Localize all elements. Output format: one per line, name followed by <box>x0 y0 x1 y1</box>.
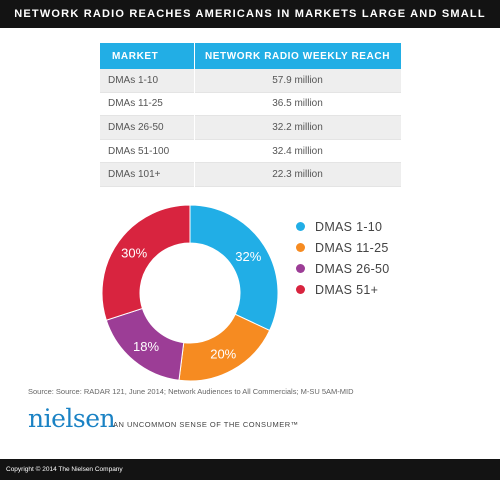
table-row: DMAs 11-25 36.5 million <box>100 93 401 117</box>
market-cell: DMAs 51-100 <box>108 145 170 157</box>
table-row: DMAs 51-100 32.4 million <box>100 140 401 164</box>
reach-cell: 36.5 million <box>272 98 323 110</box>
reach-cell: 22.3 million <box>272 169 323 181</box>
legend-item: DMAS 11-25 <box>296 237 390 258</box>
donut-slice <box>101 204 191 321</box>
legend-label: DMAS 11-25 <box>315 240 389 255</box>
donut-chart: 32% 20% 18% 30% <box>101 204 279 382</box>
slice-label: 32% <box>235 249 261 264</box>
slice-label: 30% <box>121 245 147 260</box>
copyright-text: Copyright © 2014 The Nielsen Company <box>6 466 123 473</box>
market-column-header: MARKET <box>112 50 159 62</box>
footer-bar: Copyright © 2014 The Nielsen Company <box>0 459 500 480</box>
legend-item: DMAS 51+ <box>296 279 390 300</box>
table-row: DMAs 101+ 22.3 million <box>100 163 401 187</box>
table-row: DMAs 26-50 32.2 million <box>100 116 401 140</box>
slice-label: 20% <box>210 346 236 361</box>
market-cell: DMAs 26-50 <box>108 121 164 133</box>
reach-cell: 32.4 million <box>272 145 323 157</box>
column-divider <box>194 43 195 187</box>
market-cell: DMAs 1-10 <box>108 74 159 86</box>
legend-swatch <box>296 264 305 273</box>
table-row: DMAs 1-10 57.9 million <box>100 69 401 93</box>
reach-table: MARKET NETWORK RADIO WEEKLY REACH DMAs 1… <box>100 43 401 187</box>
legend-label: DMAS 51+ <box>315 282 379 297</box>
title-bar: NETWORK RADIO REACHES AMERICANS IN MARKE… <box>0 0 500 28</box>
donut-slice <box>189 204 279 332</box>
reach-cell: 32.2 million <box>272 121 323 133</box>
nielsen-logo: nielsen <box>28 404 116 433</box>
reach-column-header: NETWORK RADIO WEEKLY REACH <box>204 50 391 62</box>
legend-item: DMAS 26-50 <box>296 258 390 279</box>
market-cell: DMAs 11-25 <box>108 98 163 110</box>
market-cell: DMAs 101+ <box>108 169 161 181</box>
slice-label: 18% <box>133 339 159 354</box>
legend-swatch <box>296 243 305 252</box>
legend-item: DMAS 1-10 <box>296 216 390 237</box>
legend-swatch <box>296 285 305 294</box>
chart-legend: DMAS 1-10 DMAS 11-25 DMAS 26-50 DMAS 51+ <box>296 216 390 300</box>
legend-swatch <box>296 222 305 231</box>
legend-label: DMAS 1-10 <box>315 219 383 234</box>
source-note: Source: Source: RADAR 121, June 2014; Ne… <box>28 387 354 396</box>
legend-label: DMAS 26-50 <box>315 261 390 276</box>
page-title: NETWORK RADIO REACHES AMERICANS IN MARKE… <box>14 8 486 20</box>
reach-cell: 57.9 million <box>272 74 323 86</box>
brand-tagline: AN UNCOMMON SENSE OF THE CONSUMER™ <box>113 420 299 429</box>
table-header: MARKET NETWORK RADIO WEEKLY REACH <box>100 43 401 69</box>
